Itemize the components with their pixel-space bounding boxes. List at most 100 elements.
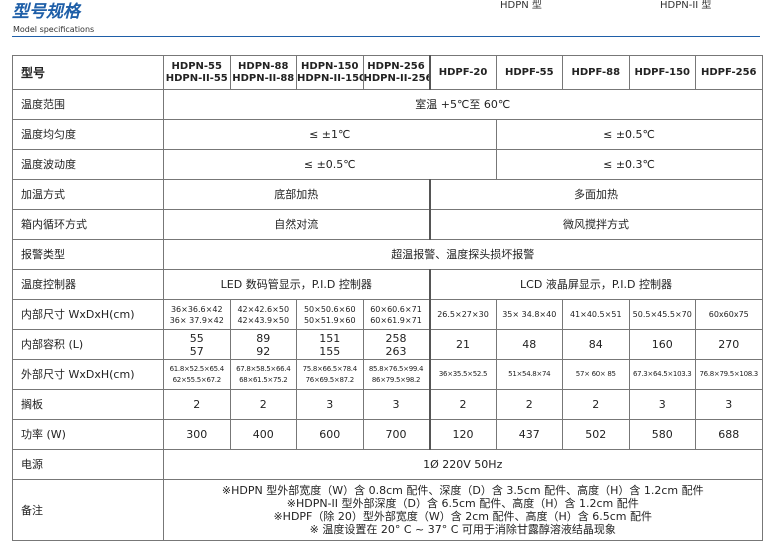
- row-label: 内部容积 (L): [12, 329, 164, 360]
- value-a: LED 数码管显示，P.I.D 控制器: [163, 269, 430, 300]
- cell-line: 85.8×76.5×99.4: [368, 364, 424, 373]
- row-value: 84: [562, 329, 630, 360]
- row-value: 120: [428, 419, 497, 450]
- cell-line: 76×69.5×87.2: [305, 375, 355, 384]
- cell-line: 50.5×45.5×70: [632, 310, 692, 319]
- row-value: 50.5×45.5×70: [628, 299, 696, 330]
- row-value: 60×60.6×71 60×61.9×71: [362, 299, 430, 330]
- cell-line: 258: [385, 331, 407, 345]
- cell-line: HDPN-256: [367, 60, 425, 72]
- cell-line: HDPN-II-150: [297, 72, 363, 84]
- row-value: 502: [562, 419, 630, 450]
- row-value: 688: [695, 419, 763, 450]
- row-value: 580: [628, 419, 696, 450]
- page-subtitle: Model specifications: [13, 25, 95, 34]
- fluctuation-row: 温度波动度 ≤ ±0.5℃ ≤ ±0.3℃: [12, 149, 763, 180]
- row-value: 1Ø 220V 50Hz: [163, 449, 763, 480]
- title-divider: [12, 36, 760, 37]
- row-label: 搁板: [12, 389, 164, 420]
- cell-line: 84: [588, 338, 603, 351]
- row-label: 温度均匀度: [12, 119, 164, 150]
- row-value: 36×35.5×52.5: [428, 359, 497, 390]
- cell-line: 57: [189, 344, 204, 358]
- volume-row: 内部容积 (L) 55 57 89 92 151 155 258 263 21 48 84 160 270: [12, 329, 763, 360]
- cell-line: 60×61.9×71: [370, 315, 422, 325]
- cell-line: HDPN-II-256: [363, 72, 430, 84]
- value-b: 多面加热: [428, 179, 763, 210]
- cell-line: 36×35.5×52.5: [438, 370, 488, 378]
- cell-line: 86×79.5×98.2: [371, 375, 421, 384]
- row-label: 加温方式: [12, 179, 164, 210]
- value-b: 微风搅拌方式: [428, 209, 763, 240]
- uniformity-row: 温度均匀度 ≤ ±1℃ ≤ ±0.5℃: [12, 119, 763, 150]
- power-row: 功率 (W) 300 400 600 700 120 437 502 580 688: [12, 419, 763, 450]
- cell-line: 26.5×27×30: [437, 310, 489, 319]
- row-value: 3: [296, 389, 364, 420]
- cell-line: HDPF-55: [504, 66, 554, 78]
- row-value: 2: [163, 389, 231, 420]
- row-value: 2: [428, 389, 497, 420]
- outer_size-row: 外部尺寸 WxDxH(cm) 61.8×52.5×65.4 62×55.5×67.2…: [12, 359, 763, 390]
- row-value: 437: [495, 419, 563, 450]
- row-value: 57× 60× 85: [562, 359, 630, 390]
- cell-line: 160: [651, 338, 673, 351]
- row-value: 室温 +5℃至 60℃: [163, 89, 763, 120]
- model-header: HDPF-256: [695, 55, 763, 90]
- alarm-row: 报警类型 超温报警、温度探头损坏报警: [12, 239, 763, 270]
- row-value: 2: [229, 389, 297, 420]
- cell-line: 270: [718, 338, 740, 351]
- cell-line: HDPF-88: [571, 66, 621, 78]
- row-value: 258 263: [362, 329, 430, 360]
- notes-value: ※HDPN 型外部宽度（W）含 0.8cm 配件、深度（D）含 3.5cm 配件…: [163, 479, 763, 541]
- cell-line: 36× 37.9×42: [169, 315, 224, 325]
- cell-line: 60x60x75: [708, 310, 749, 319]
- row-value: 160: [628, 329, 696, 360]
- row-value: 2: [562, 389, 630, 420]
- row-value: 55 57: [163, 329, 231, 360]
- cell-line: ※ 温度设置在 20° C ~ 37° C 可用于消除甘露醇溶液结晶现象: [309, 523, 616, 536]
- cell-line: 76.8×79.5×108.3: [699, 370, 759, 378]
- row-value: 3: [362, 389, 430, 420]
- spec-table: 型号 HDPN-55 HDPN-II-55 HDPN-88 HDPN-II-88 HDPN…: [12, 55, 763, 541]
- cell-line: ※HDPN 型外部宽度（W）含 0.8cm 配件、深度（D）含 3.5cm 配件…: [221, 484, 704, 497]
- cell-line: 41×40.5×51: [569, 310, 622, 319]
- row-value: 51×54.8×74: [495, 359, 563, 390]
- heating-row: 加温方式 底部加热 多面加热: [12, 179, 763, 210]
- cell-line: 62×55.5×67.2: [172, 375, 222, 384]
- row-value: 400: [229, 419, 297, 450]
- cell-line: 155: [319, 344, 341, 358]
- row-value: 85.8×76.5×99.4 86×79.5×98.2: [362, 359, 430, 390]
- row-value: 75.8×66.5×78.4 76×69.5×87.2: [296, 359, 364, 390]
- row-label: 电源: [12, 449, 164, 480]
- cell-line: 55: [189, 331, 204, 345]
- cell-line: 48: [522, 338, 537, 351]
- cell-line: 68×61.5×75.2: [239, 375, 288, 384]
- row-label: 温度范围: [12, 89, 164, 120]
- cell-line: ※HDPF（除 20）型外部宽度（W）含 2cm 配件、高度（H）含 6.5cm…: [273, 510, 653, 523]
- cell-line: 50×51.9×60: [303, 315, 356, 325]
- cell-line: 57× 60× 85: [575, 370, 616, 378]
- model-header: HDPF-55: [495, 55, 563, 90]
- legend-hdpn-ii: HDPN-II 型: [660, 0, 712, 11]
- cell-line: 263: [385, 344, 407, 358]
- cell-line: 89: [256, 331, 271, 345]
- inner_size-row: 内部尺寸 WxDxH(cm) 36×36.6×42 36× 37.9×42 42×42…: [12, 299, 763, 330]
- model-header: HDPN-88 HDPN-II-88: [229, 55, 297, 90]
- cell-line: HDPF-20: [438, 66, 488, 78]
- shelves-row: 搁板 2 2 3 3 2 2 2 3 3: [12, 389, 763, 420]
- row-value: 700: [362, 419, 430, 450]
- cell-line: HDPN-150: [301, 60, 359, 72]
- cell-line: 21: [456, 338, 470, 351]
- cell-line: 50×50.6×60: [303, 304, 356, 314]
- cell-line: 67.3×64.5×103.3: [633, 370, 692, 378]
- circulation-row: 箱内循环方式 自然对流 微风搅拌方式: [12, 209, 763, 240]
- row-value: 3: [628, 389, 696, 420]
- value-b: ≤ ±0.3℃: [495, 149, 763, 180]
- cell-line: HDPN-II-88: [232, 72, 295, 84]
- value-a: 底部加热: [163, 179, 430, 210]
- value-b: LCD 液晶屏显示，P.I.D 控制器: [428, 269, 763, 300]
- model-header: HDPN-55 HDPN-II-55: [163, 55, 231, 90]
- controller-row: 温度控制器 LED 数码管显示，P.I.D 控制器 LCD 液晶屏显示，P.I.D …: [12, 269, 763, 300]
- cell-line: 42×43.9×50: [237, 315, 290, 325]
- model-header: HDPF-20: [428, 55, 497, 90]
